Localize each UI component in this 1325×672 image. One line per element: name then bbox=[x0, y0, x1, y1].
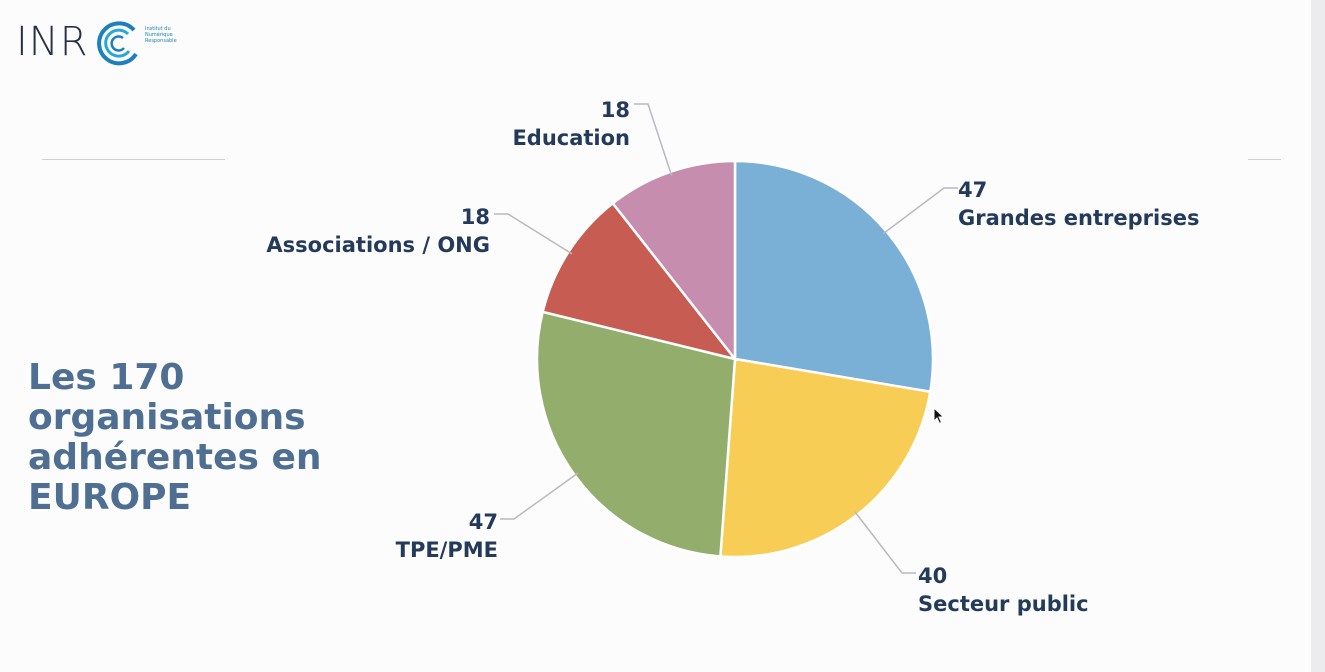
slice-label: 18 Associations / ONG bbox=[266, 203, 490, 259]
logo-wordmark: INR bbox=[16, 19, 89, 65]
slice-value-label: 40 bbox=[918, 564, 948, 588]
leader-line bbox=[500, 472, 579, 520]
slide-title: Les 170 organisations adhérentes en EURO… bbox=[28, 357, 322, 518]
divider-right bbox=[1248, 159, 1281, 160]
slice-category-label: Education bbox=[512, 126, 630, 150]
leader-line bbox=[854, 511, 916, 574]
slice-value-label: 47 bbox=[958, 178, 988, 202]
divider-left bbox=[42, 159, 225, 160]
window-edge bbox=[1311, 0, 1325, 672]
leader-line bbox=[494, 213, 573, 255]
slice-value-label: 18 bbox=[600, 98, 630, 122]
pie-slice-secteur-public bbox=[719, 357, 932, 559]
slice-category-label: Grandes entreprises bbox=[958, 206, 1200, 230]
leader-line bbox=[882, 187, 958, 235]
pie-slice-grandes-entreprises bbox=[733, 159, 935, 394]
logo-ring-icon bbox=[97, 21, 138, 66]
slice-label: 18 Education bbox=[512, 96, 630, 152]
slice-label: 40 Secteur public bbox=[918, 562, 1089, 618]
logo-tagline: Institut du Numérique Responsable bbox=[145, 26, 177, 44]
slice-value-label: 18 bbox=[460, 205, 490, 229]
mouse-cursor-icon bbox=[933, 407, 945, 425]
slice-category-label: Secteur public bbox=[918, 592, 1089, 616]
inr-logo: INR Institut du Numérique Responsable bbox=[16, 18, 177, 68]
slice-value-label: 47 bbox=[468, 510, 498, 534]
slice-category-label: Associations / ONG bbox=[266, 233, 490, 257]
slice-category-label: TPE/PME bbox=[395, 538, 498, 562]
leader-line bbox=[634, 103, 673, 176]
slice-label: 47 TPE/PME bbox=[396, 508, 498, 564]
slice-label: 47 Grandes entreprises bbox=[958, 176, 1199, 232]
